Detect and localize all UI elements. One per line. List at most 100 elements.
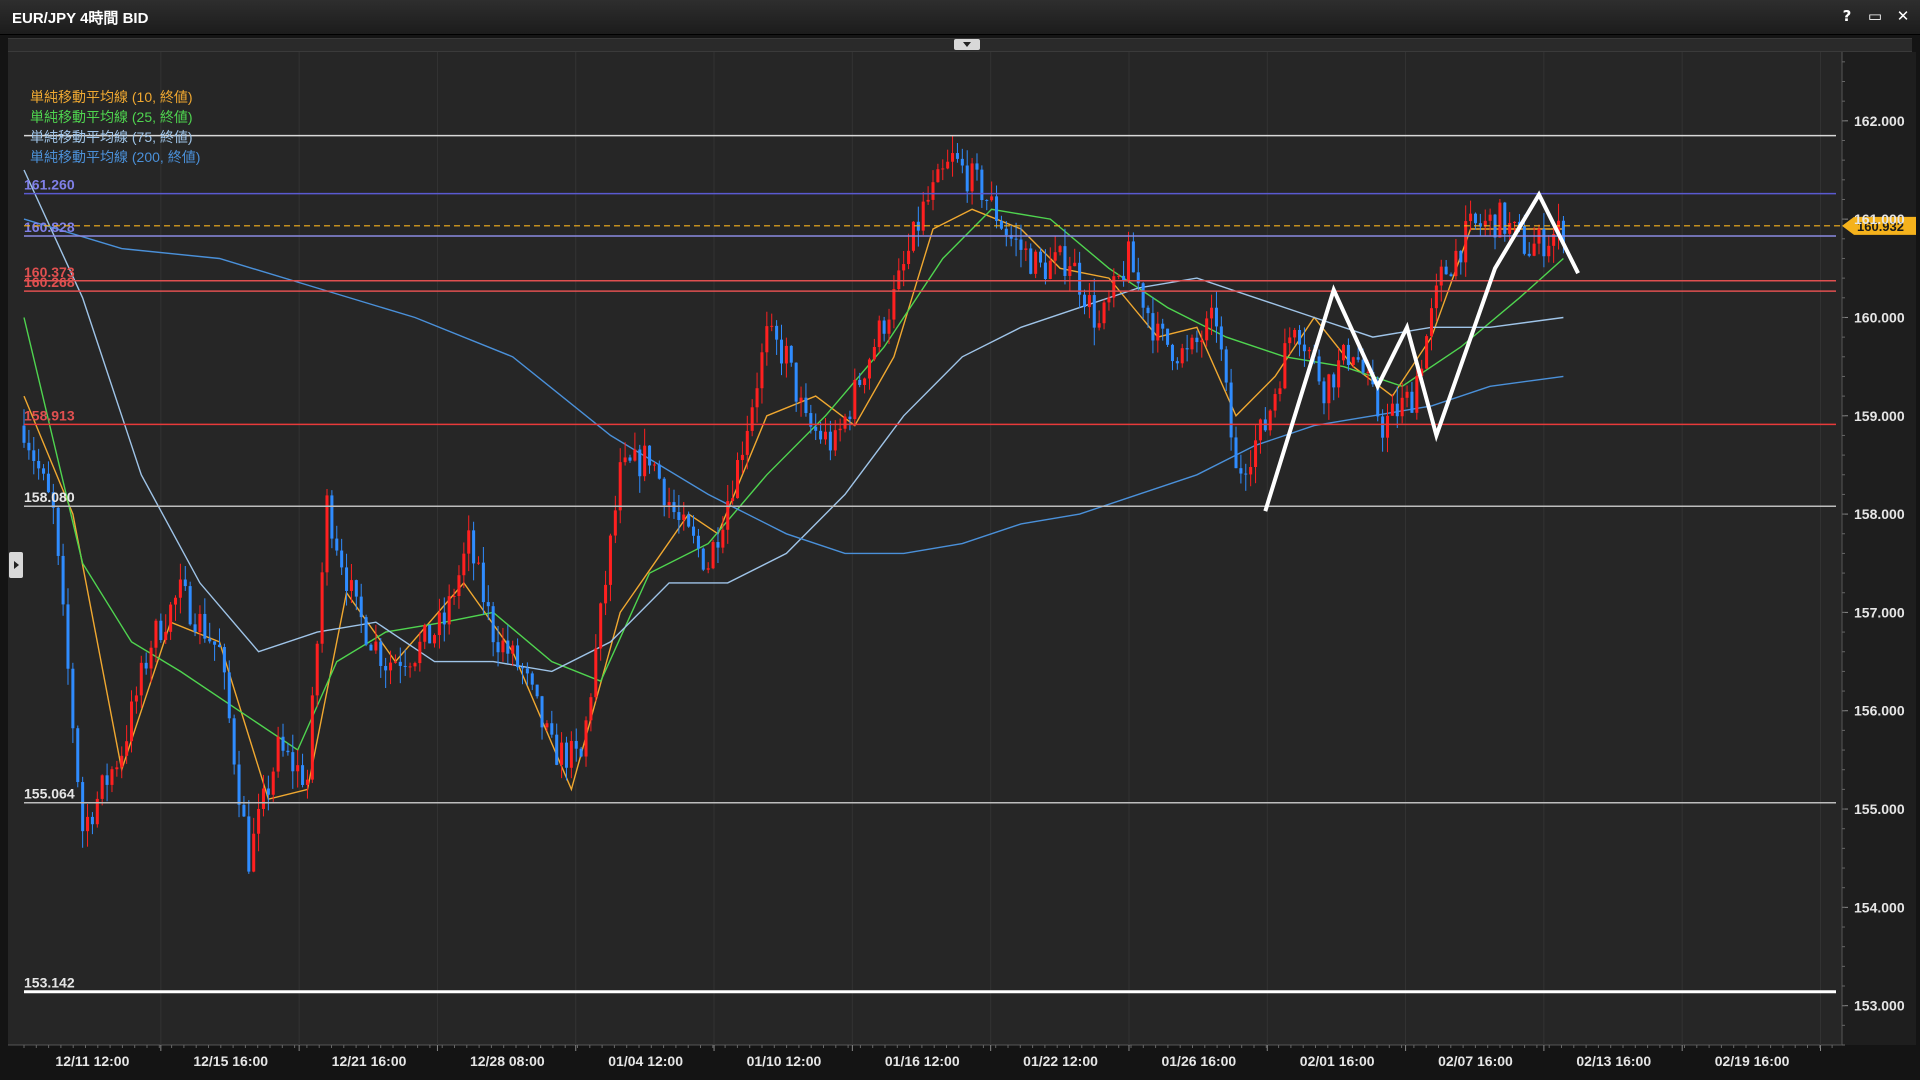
- candle-body: [975, 163, 979, 170]
- candle-body: [1283, 343, 1287, 389]
- candle-body: [1410, 391, 1414, 413]
- candle-body: [452, 596, 456, 598]
- candle-body: [1068, 266, 1072, 276]
- candle-body: [1126, 241, 1130, 281]
- candle-body: [1298, 330, 1302, 345]
- candle-body: [1014, 238, 1018, 240]
- candle-body: [144, 662, 148, 669]
- candle-body: [61, 555, 65, 605]
- candle-body: [1249, 466, 1253, 475]
- candle-body: [1048, 260, 1052, 280]
- close-button[interactable]: ✕: [1896, 7, 1910, 25]
- candle-body: [823, 431, 827, 440]
- help-button[interactable]: ?: [1842, 7, 1852, 25]
- candle-body: [291, 752, 295, 772]
- candle-body: [364, 617, 368, 645]
- candle-body: [433, 635, 437, 644]
- candle-body: [442, 612, 446, 625]
- price-tick-label: 159.000: [1854, 408, 1905, 424]
- candle-body: [266, 788, 270, 795]
- candle-body: [633, 449, 637, 461]
- candle-body: [838, 428, 842, 431]
- w-pattern-drawing[interactable]: [1263, 190, 1580, 512]
- candle-body: [1385, 415, 1390, 438]
- legend-item: 単純移動平均線 (200, 終値): [30, 149, 200, 165]
- candle-body: [828, 431, 832, 451]
- candle-body: [374, 641, 378, 651]
- candle-body: [760, 352, 764, 389]
- candle-body: [1478, 223, 1482, 227]
- candle-body: [745, 430, 749, 455]
- candle-body: [232, 718, 236, 765]
- price-level-label: 153.142: [24, 975, 75, 991]
- candle-body: [213, 641, 217, 645]
- candle-body: [51, 492, 55, 508]
- candle-body: [574, 740, 578, 749]
- candle-body: [1244, 473, 1248, 475]
- candle-body: [648, 445, 652, 466]
- candle-body: [188, 586, 192, 625]
- candle-body: [1224, 349, 1228, 383]
- candle-body: [506, 640, 510, 654]
- price-tick-label: 156.000: [1854, 703, 1905, 719]
- candle-body: [71, 668, 75, 729]
- candle-body: [765, 326, 769, 353]
- price-tick-label: 161.000: [1854, 211, 1905, 227]
- time-tick-label: 12/21 16:00: [332, 1053, 407, 1069]
- candle-body: [1058, 246, 1062, 253]
- candle-body: [398, 661, 402, 666]
- price-tick-label: 160.000: [1854, 309, 1905, 325]
- candle-body: [833, 430, 837, 451]
- legend-item: 単純移動平均線 (75, 終値): [30, 129, 193, 145]
- candle-body: [1214, 307, 1218, 327]
- candle-body: [1532, 243, 1536, 256]
- candle-body: [1170, 344, 1174, 362]
- price-level-label: 158.913: [24, 407, 75, 423]
- candle-body: [814, 426, 818, 431]
- candle-body: [809, 413, 813, 427]
- candle-body: [1322, 381, 1326, 404]
- candle-body: [770, 325, 774, 327]
- candle-body: [134, 695, 138, 702]
- candle-body: [1009, 235, 1013, 239]
- candle-body: [623, 457, 627, 463]
- window-title: EUR/JPY 4時間 BID: [12, 10, 149, 27]
- candle-body: [921, 201, 925, 231]
- candle-body: [1464, 221, 1468, 263]
- candle-body: [389, 662, 393, 671]
- maximize-button[interactable]: ▭: [1867, 7, 1883, 25]
- candle-body: [638, 449, 642, 477]
- candle-body: [819, 430, 823, 440]
- candle-body: [369, 644, 373, 651]
- title-bar[interactable]: EUR/JPY 4時間 BID ? ▭ ✕: [0, 0, 1920, 35]
- candle-body: [1498, 202, 1502, 238]
- candle-body: [1317, 356, 1321, 382]
- candle-body: [276, 736, 280, 772]
- candle-body: [1219, 326, 1223, 350]
- candle-body: [178, 579, 182, 598]
- candle-body: [462, 553, 466, 576]
- candle-body: [447, 596, 451, 625]
- candle-body: [955, 153, 959, 159]
- candle-body: [985, 200, 989, 202]
- candle-body: [887, 319, 891, 334]
- candle-body: [418, 641, 422, 664]
- side-panel-handle[interactable]: [9, 552, 23, 578]
- candle-body: [1337, 360, 1341, 388]
- time-tick-label: 12/28 08:00: [470, 1053, 545, 1069]
- candle-body: [359, 596, 363, 618]
- legend-item: 単純移動平均線 (10, 終値): [30, 89, 193, 105]
- candle-body: [1356, 357, 1360, 360]
- candle-body: [95, 798, 99, 825]
- candle-body: [1473, 213, 1477, 224]
- candle-body: [271, 771, 275, 795]
- candle-body: [1097, 323, 1101, 328]
- candle-body: [936, 169, 940, 183]
- candle-body: [1004, 228, 1008, 236]
- collapse-toolbar-handle[interactable]: [954, 39, 980, 50]
- time-tick-label: 02/07 16:00: [1438, 1053, 1513, 1069]
- candle-body: [481, 562, 485, 603]
- candle-body: [995, 196, 999, 221]
- price-tick-label: 158.000: [1854, 506, 1905, 522]
